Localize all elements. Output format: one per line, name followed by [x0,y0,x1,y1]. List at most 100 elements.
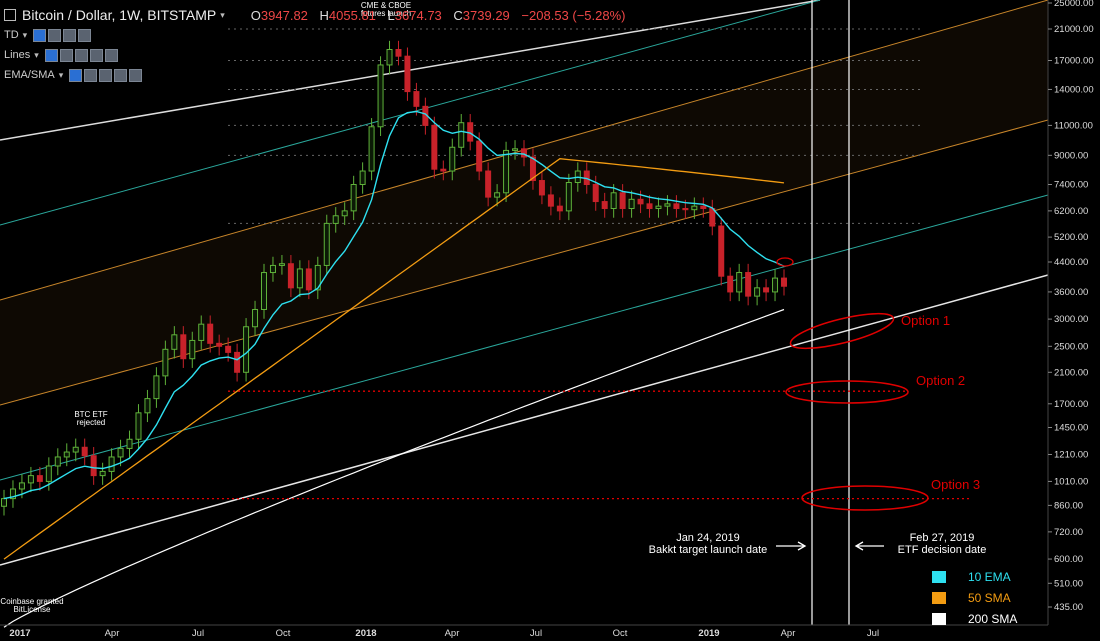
price-tick-label: 1700.00 [1054,399,1088,410]
candle-body [332,215,339,224]
close-icon[interactable] [129,68,143,82]
price-tick-label: 9000.00 [1054,150,1088,161]
price-tick-label: 4400.00 [1054,257,1088,268]
price-tick-label: 14000.00 [1054,84,1094,95]
time-tick-label: Apr [781,628,796,639]
candle-body [63,451,70,458]
time-tick-label: Oct [613,628,628,639]
support-levels [112,390,972,500]
candle-body [234,351,241,373]
eye-icon[interactable] [44,48,58,62]
price-tick-label: 21000.00 [1054,24,1094,35]
settings-icon[interactable] [48,28,62,42]
price-tick-label: 1210.00 [1054,449,1088,460]
option1-ellipse [789,312,895,350]
candle-body [772,277,779,293]
indicator-lines[interactable]: Lines ▾ [4,46,626,64]
eye-icon[interactable] [69,68,83,82]
indicator-td[interactable]: TD ▾ [4,26,626,44]
candle-body [565,181,572,212]
sma50-line [3,158,785,560]
collapse-icon[interactable] [4,9,16,21]
candle-body [144,398,151,414]
candle-body [709,207,716,227]
candle-body [1,498,7,507]
candle-body [529,156,536,182]
candle-body [9,488,16,500]
close-icon[interactable] [78,28,92,42]
candle-body [745,272,752,297]
close-icon[interactable] [104,48,118,62]
candle-body [99,470,106,477]
coinbase-annotation: Coinbase granted BitLicense [0,597,63,614]
moving-averages [3,110,785,628]
price-tick-label: 25000.00 [1054,0,1094,9]
candle-body [359,170,366,185]
legend-sma200: 200 SMA [932,608,1017,629]
price-tick-label: 600.00 [1054,554,1083,565]
candles [1,40,787,516]
price-tick-label: 1010.00 [1054,476,1088,487]
price-axis: 435.00 510.00 600.00 720.00 860.00 1010.00 121… [1047,0,1094,625]
chevron-down-icon[interactable]: ▾ [220,9,225,20]
candle-body [216,342,223,347]
color-swatch [932,612,946,625]
source-icon[interactable] [99,68,113,82]
candle-body [691,205,698,211]
plus-icon[interactable] [89,48,103,62]
candle-body [485,170,492,198]
candle-body [90,455,97,477]
settings-icon[interactable] [59,48,73,62]
option1-label: Option 1 [901,313,950,328]
candle-body [341,210,348,217]
candle-body [547,194,554,207]
option2-label: Option 2 [916,373,965,388]
candle-body [314,264,321,291]
indicator-ema-sma[interactable]: EMA/SMA ▾ [4,66,626,84]
price-tick-label: 860.00 [1054,500,1083,511]
source-icon[interactable] [74,48,88,62]
color-swatch [932,591,946,604]
candle-body [81,446,88,457]
chevron-down-icon: ▾ [22,29,28,40]
candle-body [476,140,483,172]
color-swatch [932,570,946,583]
candle-body [727,275,734,293]
time-tick-label: 2019 [698,628,719,639]
candle-body [45,465,52,482]
candle-body [261,272,267,310]
eye-icon[interactable] [33,28,47,42]
candle-body [252,308,259,328]
plus-icon[interactable] [114,68,128,82]
candle-body [198,323,205,341]
candle-body [431,124,438,170]
candle-body [323,222,330,266]
candle-body [296,268,303,289]
candle-body [395,49,402,57]
candle-body [153,375,160,400]
time-tick-label: 2018 [355,628,376,639]
candle-body [718,225,725,277]
candle-body [287,263,294,289]
left-arrow-head [854,541,864,551]
settings-icon[interactable] [84,68,98,82]
candle-body [619,192,626,209]
price-tick-label: 2500.00 [1054,341,1088,352]
candle-body [126,438,133,449]
legend-sma50: 50 SMA [932,587,1017,608]
candle-body [673,203,680,209]
price-tick-label: 6200.00 [1054,206,1088,217]
time-tick-label: Jul [867,628,879,639]
candle-body [467,122,474,142]
time-tick-label: Jul [192,628,204,639]
source-icon[interactable] [63,28,77,42]
channel-line [0,194,1049,481]
candle-body [700,205,707,209]
candle-body [637,198,644,205]
chart-header: Bitcoin / Dollar, 1W, BITSTAMP ▾ O3947.8… [4,6,626,84]
symbol-title[interactable]: Bitcoin / Dollar, 1W, BITSTAMP [22,7,217,23]
candle-body [655,205,662,209]
candle-body [628,198,635,209]
candle-body [368,126,375,172]
